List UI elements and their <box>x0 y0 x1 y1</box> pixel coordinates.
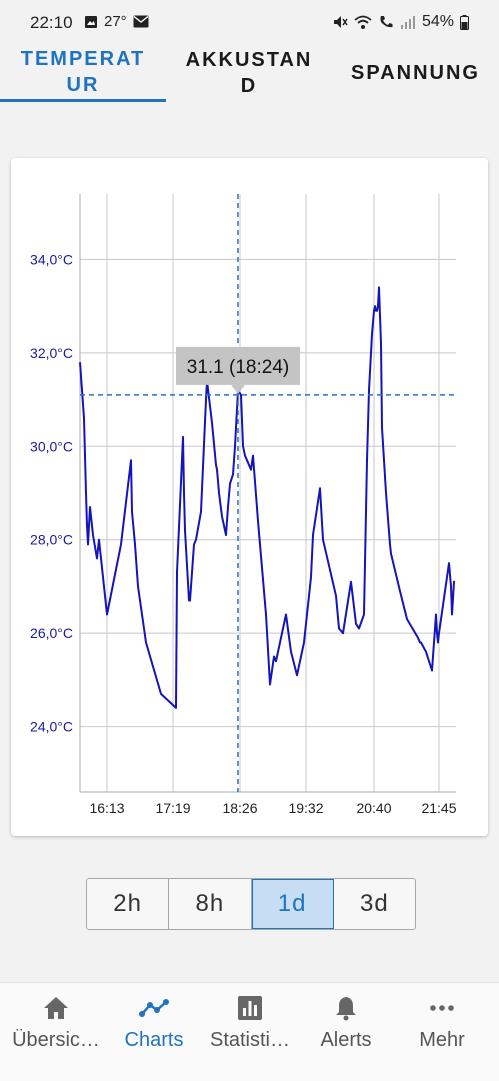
battery-icon <box>460 14 469 30</box>
nav-statistik[interactable]: Statisti… <box>200 993 300 1063</box>
status-temperature: 27° <box>104 13 127 30</box>
x-tick-label: 16:13 <box>89 800 124 816</box>
tab-akkustand[interactable]: AKKUSTAND <box>185 49 313 97</box>
bottom-navigation: Übersic… Charts Statisti… Alerts Mehr <box>0 982 499 1081</box>
range-3d-button[interactable]: 3d <box>360 890 389 917</box>
tooltip-label: 31.1 (18:24) <box>187 357 289 378</box>
chart-line-icon <box>139 993 169 1023</box>
y-tick-label: 24,0°C <box>30 719 73 735</box>
home-icon <box>41 993 71 1023</box>
tab-spannung[interactable]: SPANNUNG <box>351 62 480 84</box>
battery-percent: 54% <box>421 13 454 30</box>
x-tick-label: 20:40 <box>356 800 391 816</box>
tab-temperatur[interactable]: TEMPERATUR <box>0 44 166 102</box>
chart-card: 24,0°C 26,0°C 28,0°C 30,0°C 32,0°C 34,0°C 16:1… <box>11 158 488 836</box>
more-icon <box>427 993 457 1023</box>
tooltip-box <box>176 346 300 385</box>
bar-chart-icon <box>235 993 265 1023</box>
nav-uebersicht[interactable]: Übersic… <box>6 993 106 1063</box>
bell-icon <box>331 993 361 1023</box>
signal-icon <box>400 16 415 29</box>
time-range-selector: 2h 8h 1d 3d <box>86 878 416 930</box>
status-time: 22:10 <box>30 13 73 32</box>
y-tick-label: 32,0°C <box>30 345 73 361</box>
mail-icon <box>133 15 149 28</box>
tooltip-pointer <box>231 384 245 394</box>
x-tick-label: 17:19 <box>155 800 190 816</box>
y-tick-label: 26,0°C <box>30 625 73 641</box>
x-tick-label: 19:32 <box>288 800 323 816</box>
call-icon <box>380 16 393 28</box>
x-tick-label: 21:45 <box>421 800 456 816</box>
image-icon <box>85 15 97 28</box>
tab-bar: TEMPERATUR AKKUSTAND SPANNUNG <box>0 44 499 104</box>
y-tick-label: 30,0°C <box>30 438 73 454</box>
y-tick-label: 34,0°C <box>30 251 73 267</box>
wifi-icon <box>354 15 372 29</box>
nav-mehr[interactable]: Mehr <box>392 993 492 1063</box>
x-tick-label: 18:26 <box>222 800 257 816</box>
temperature-series-line <box>79 286 455 709</box>
status-bar: 22:10 27° 54% <box>0 0 499 46</box>
nav-alerts[interactable]: Alerts <box>296 993 396 1063</box>
range-2h-button[interactable]: 2h <box>87 879 170 929</box>
y-tick-label: 28,0°C <box>30 532 73 548</box>
mute-icon <box>333 16 348 28</box>
range-8h-button[interactable]: 8h <box>169 879 252 929</box>
nav-charts[interactable]: Charts <box>104 993 204 1063</box>
temperature-chart[interactable]: 24,0°C 26,0°C 28,0°C 30,0°C 32,0°C 34,0°C 16:1… <box>11 158 488 836</box>
range-1d-button[interactable]: 1d <box>251 879 334 929</box>
